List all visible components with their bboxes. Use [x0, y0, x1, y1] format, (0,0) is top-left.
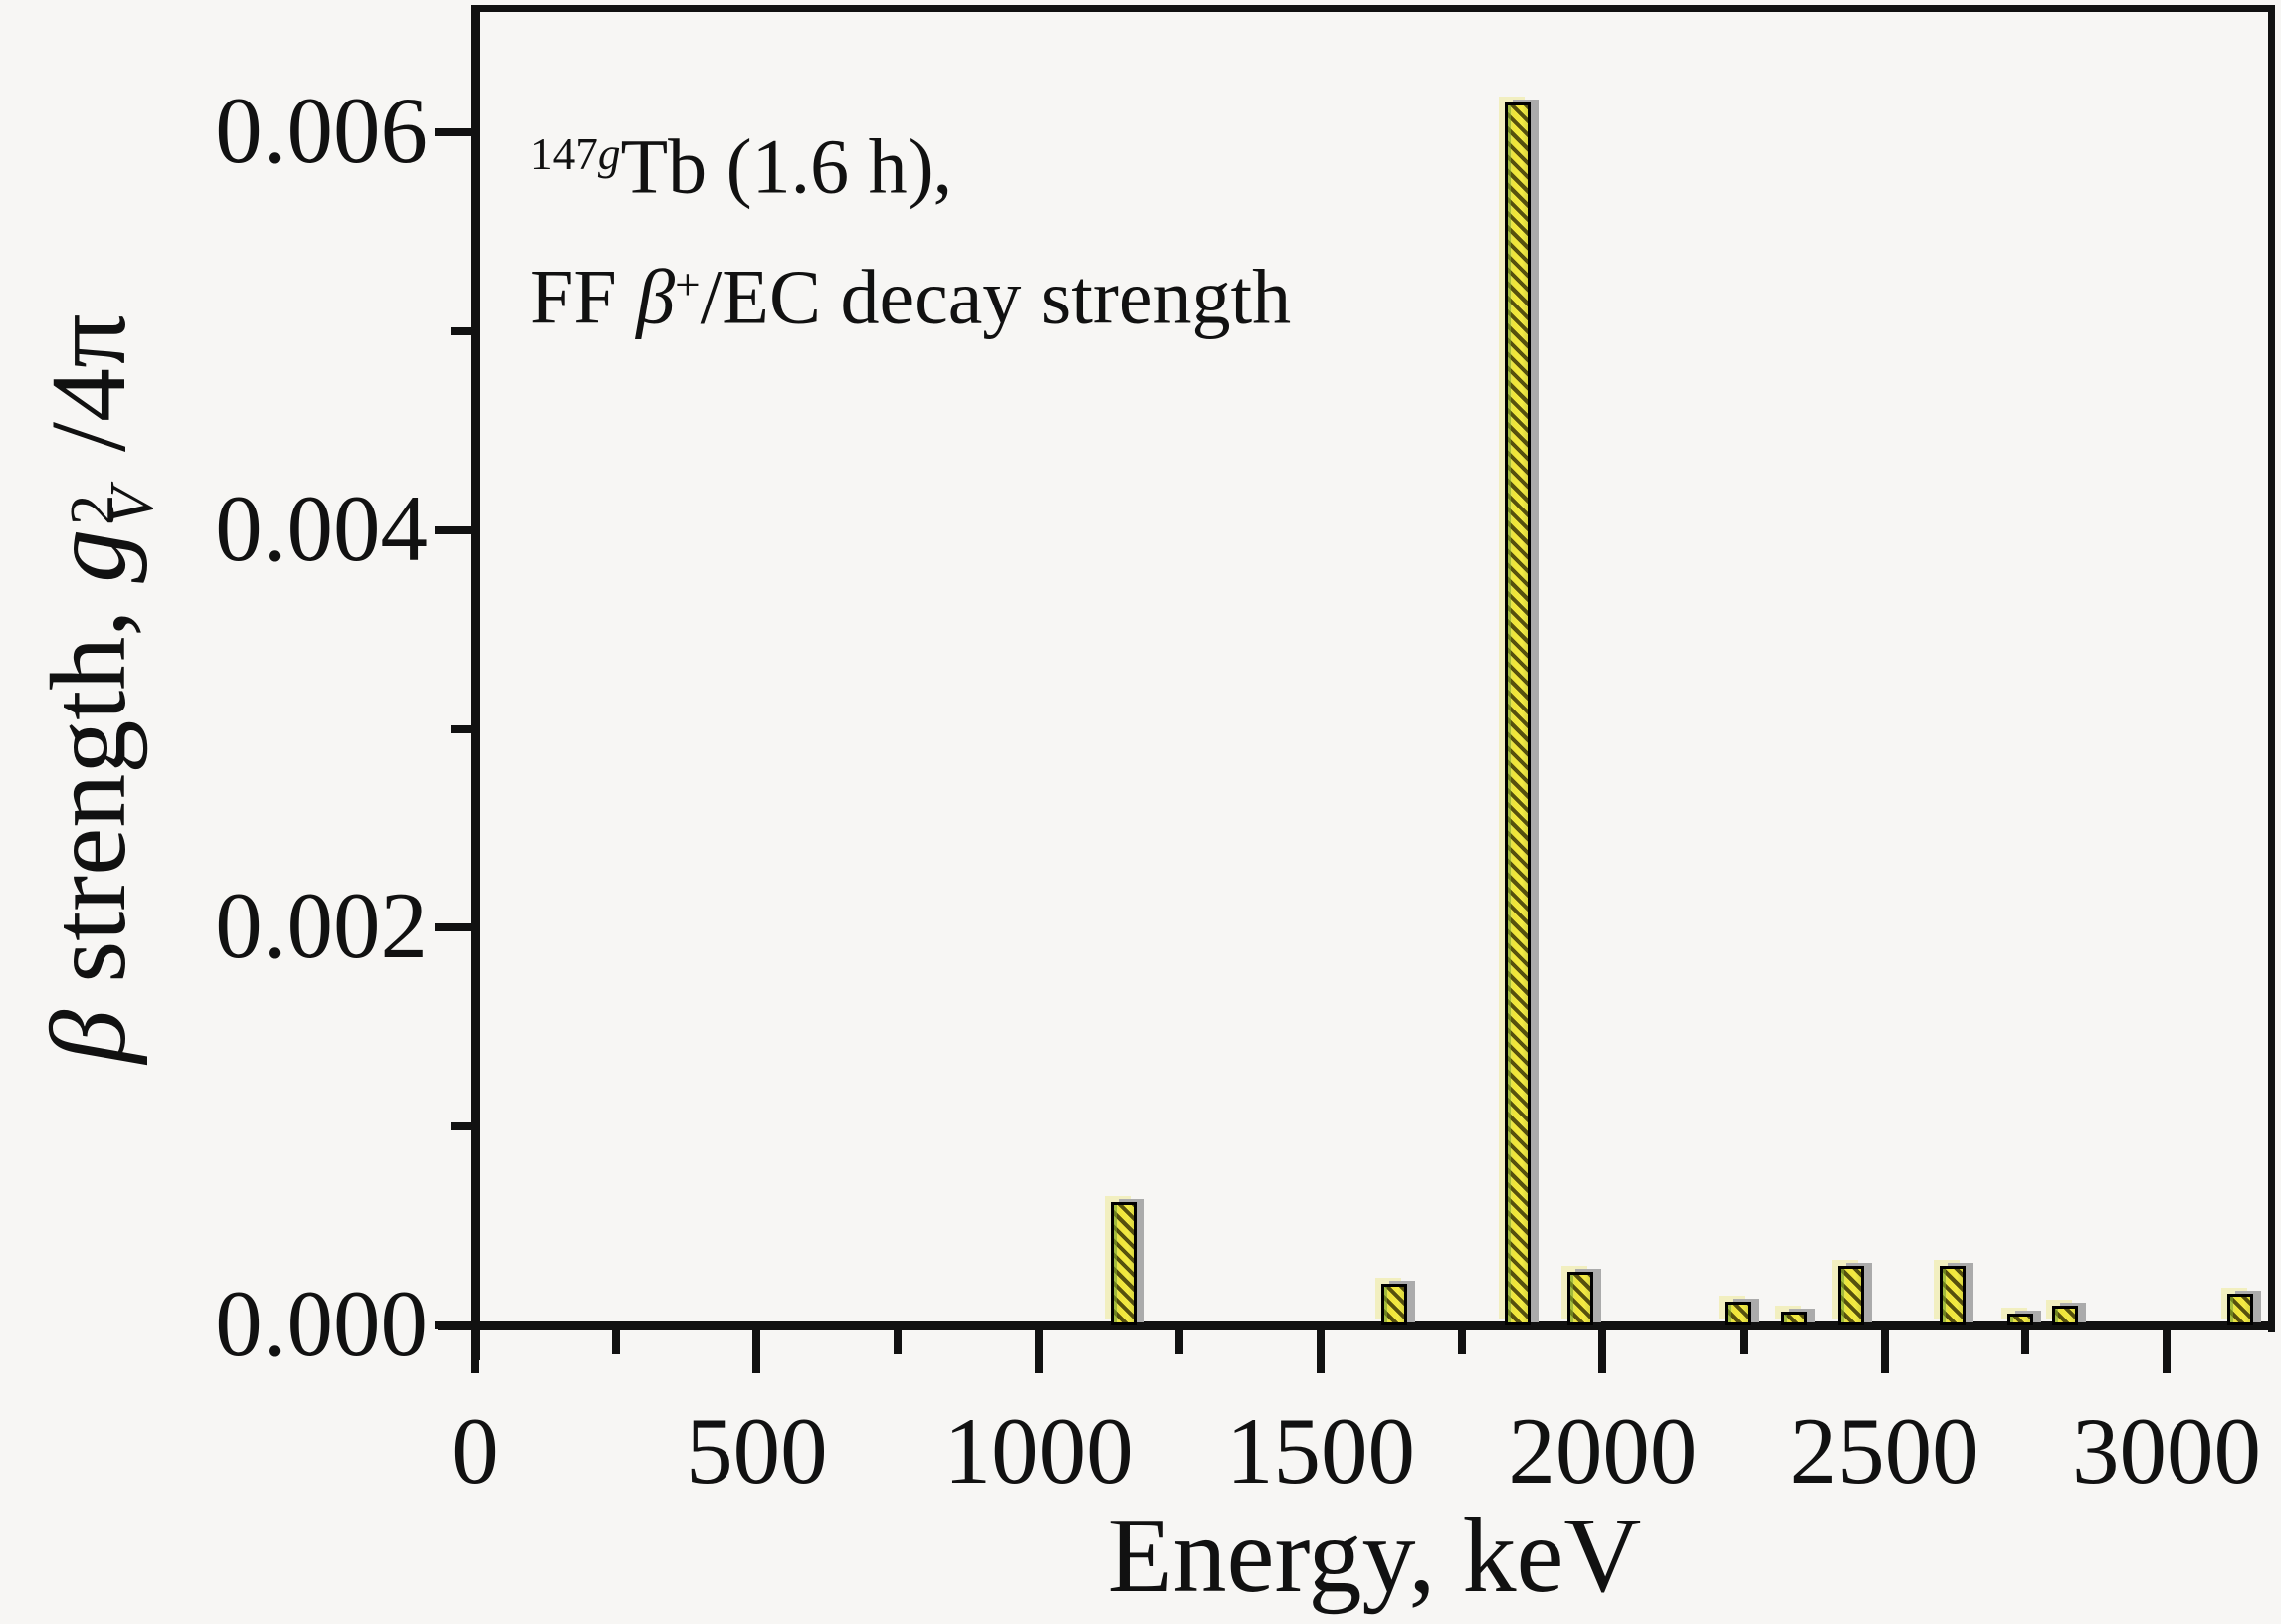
half-life-text: (1.6 h),: [707, 122, 953, 210]
four-pi-text: /4π: [30, 313, 148, 453]
beta-symbol: β: [636, 253, 676, 340]
bar: [2227, 1294, 2253, 1325]
x-major-tick: [1317, 1327, 1325, 1373]
x-major-tick: [471, 1327, 479, 1373]
y-tick-label: 0.002: [215, 873, 428, 979]
y-minor-tick: [451, 326, 473, 335]
x-axis-title: Energy, keV: [1107, 1497, 1642, 1615]
bar: [1111, 1202, 1137, 1325]
y-tick-label: 0.004: [215, 475, 428, 581]
element-symbol: Tb: [620, 122, 708, 210]
gv-symbol: g: [30, 528, 148, 583]
decay-mode-text: /EC decay strength: [700, 253, 1292, 340]
bar: [1838, 1266, 1864, 1325]
x-tick-label: 1000: [943, 1398, 1134, 1504]
x-minor-tick: [1740, 1327, 1748, 1354]
bar: [1725, 1302, 1751, 1325]
y-major-tick: [435, 525, 473, 534]
x-tick-label: 1500: [1226, 1398, 1415, 1504]
bar: [1505, 102, 1531, 1325]
annotation-line-1: 147gTb (1.6 h),: [530, 96, 1291, 226]
bar: [1940, 1266, 1966, 1325]
bar: [2052, 1306, 2078, 1325]
charge-superscript: +: [675, 259, 701, 309]
y-title-text: strength,: [30, 582, 148, 1010]
x-tick-label: 0: [451, 1398, 499, 1504]
x-minor-tick: [1457, 1327, 1466, 1354]
ff-prefix: FF: [530, 253, 637, 340]
x-minor-tick: [611, 1327, 620, 1354]
y-minor-tick: [451, 1122, 473, 1131]
gv-subscript: V: [97, 487, 167, 526]
y-axis-line: [471, 5, 480, 1360]
x-axis-line: [438, 1321, 2274, 1330]
y-major-tick: [435, 128, 473, 136]
y-major-tick: [435, 1321, 473, 1329]
y-tick-label: 0.000: [215, 1271, 428, 1376]
plot-frame-right: [2268, 5, 2275, 1332]
y-axis-title: β strength, g 2 V/4π: [28, 42, 167, 1335]
beta-symbol: β: [30, 1009, 148, 1064]
bar: [2007, 1314, 2033, 1325]
isomer-superscript: g: [597, 129, 621, 179]
bar: [1567, 1272, 1593, 1325]
y-minor-tick: [451, 724, 473, 733]
x-tick-label: 2000: [1508, 1398, 1698, 1504]
annotation-line-2: FF β+/EC decay strength: [530, 226, 1291, 356]
x-minor-tick: [2021, 1327, 2030, 1354]
x-minor-tick: [894, 1327, 902, 1354]
y-major-tick: [435, 923, 473, 932]
x-major-tick: [752, 1327, 761, 1373]
x-major-tick: [1880, 1327, 1889, 1373]
y-tick-label: 0.006: [215, 78, 428, 183]
x-major-tick: [1034, 1327, 1043, 1373]
x-tick-label: 500: [686, 1398, 828, 1504]
x-tick-label: 2500: [1789, 1398, 1979, 1504]
bar: [1781, 1312, 1807, 1325]
plot-annotation: 147gTb (1.6 h), FF β+/EC decay strength: [530, 96, 1291, 355]
x-major-tick: [2163, 1327, 2171, 1373]
bar: [1381, 1284, 1407, 1325]
x-tick-label: 3000: [2072, 1398, 2261, 1504]
plot-frame-top: [471, 5, 2274, 12]
x-major-tick: [1598, 1327, 1607, 1373]
x-minor-tick: [1175, 1327, 1184, 1354]
mass-number-superscript: 147: [530, 129, 598, 179]
